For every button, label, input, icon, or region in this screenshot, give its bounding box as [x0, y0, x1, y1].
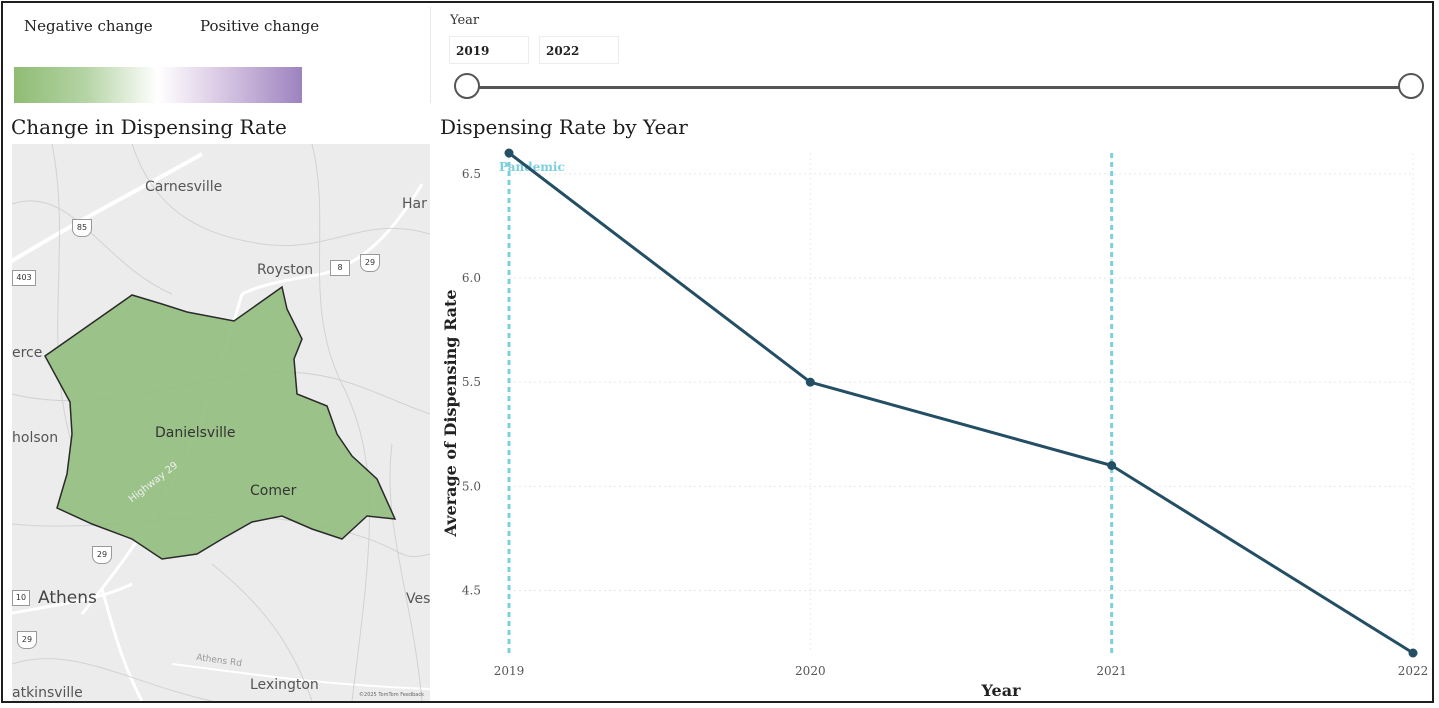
year-start-input[interactable]: 2019	[449, 36, 529, 64]
y-tick-label: 4.5	[462, 584, 481, 598]
data-point	[1107, 461, 1117, 470]
y-tick-label: 6.5	[462, 167, 481, 181]
chart-title: Dispensing Rate by Year	[440, 115, 688, 139]
place-label-royston: Royston	[257, 262, 314, 278]
place-label-nicholson: holson	[12, 430, 59, 446]
data-point	[805, 377, 815, 387]
place-label-hartwell: Har	[402, 196, 427, 212]
map-attribution: ©2025 TomTom Feedback	[359, 692, 424, 698]
dispensing-rate-chart: 4.5 5.0 5.5 6.0 6.5 2019 2020 2021 2022 Pandemic Y…	[441, 148, 1429, 700]
x-tick-label: 2019	[494, 664, 525, 678]
series-line	[508, 151, 1414, 655]
y-tick-label: 6.0	[462, 271, 481, 285]
reference-line-label: Pandemic	[499, 160, 565, 174]
county-polygon	[44, 285, 397, 560]
data-point	[1408, 648, 1418, 658]
place-label-carnesville: Carnesville	[145, 179, 223, 195]
county-map[interactable]: Carnesville Har Royston erce holson Dani…	[12, 144, 430, 701]
place-label-athens: Athens	[38, 588, 97, 608]
place-label-pierce: erce	[12, 345, 43, 361]
legend-positive-label: Positive change	[200, 17, 320, 35]
place-label-lexington: Lexington	[250, 677, 319, 693]
year-slider-track[interactable]	[467, 86, 1411, 89]
shield-10: 10	[12, 590, 30, 606]
legend-negative-label: Negative change	[24, 17, 153, 35]
place-label-watkinsville: atkinsville	[12, 685, 83, 701]
year-end-input[interactable]: 2022	[539, 36, 619, 64]
legend-color-gradient	[14, 67, 302, 103]
place-label-vesta: Ves	[406, 591, 430, 607]
shield-29-highway: 29	[92, 546, 112, 564]
y-axis-title: Average of Dispensing Rate	[441, 289, 460, 537]
filter-divider	[430, 7, 431, 103]
data-point	[504, 148, 514, 158]
shield-403: 403	[12, 270, 36, 286]
x-tick-label: 2021	[1096, 664, 1127, 678]
shield-8: 8	[330, 260, 350, 276]
x-axis-title: Year	[980, 681, 1021, 700]
year-filter-title: Year	[450, 13, 480, 28]
year-slider-start-handle[interactable]	[454, 73, 480, 99]
x-tick-label: 2020	[795, 664, 826, 678]
map-panel-title: Change in Dispensing Rate	[11, 115, 287, 139]
shield-29-royston: 29	[360, 254, 380, 272]
map-base-layer	[12, 144, 430, 701]
place-label-danielsville: Danielsville	[155, 425, 236, 441]
x-tick-label: 2022	[1398, 664, 1429, 678]
shield-i85: 85	[72, 219, 92, 237]
y-tick-label: 5.0	[462, 479, 481, 493]
place-label-comer: Comer	[250, 483, 297, 499]
y-tick-label: 5.5	[462, 375, 481, 389]
year-slider-end-handle[interactable]	[1398, 73, 1424, 99]
shield-29-athens: 29	[17, 631, 37, 649]
